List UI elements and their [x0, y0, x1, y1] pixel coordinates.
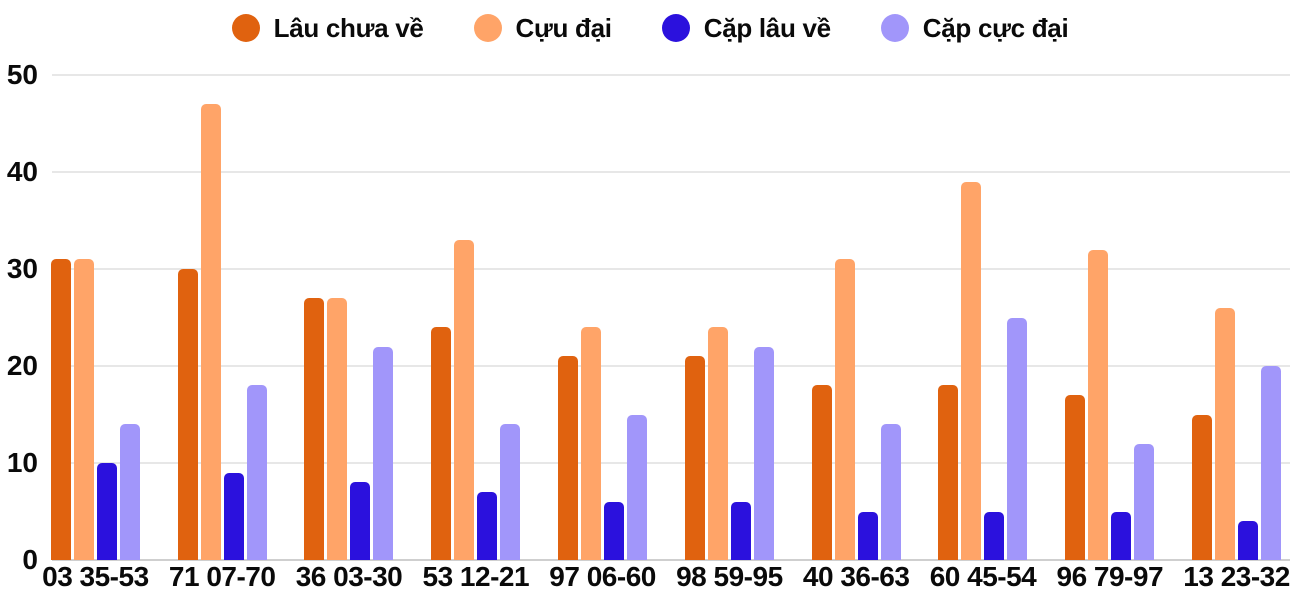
bar-cluster — [558, 75, 648, 560]
bar — [454, 239, 475, 560]
bar-cluster — [50, 75, 140, 560]
y-tick-label: 10 — [6, 447, 38, 478]
bar-cluster — [1192, 75, 1282, 560]
x-category-label: 98 59-95 — [676, 561, 783, 592]
x-category-label: 03 35-53 — [42, 561, 149, 592]
legend-item-1[interactable]: Cựu đại — [473, 12, 612, 44]
x-category-label: 13 23-32 — [1183, 561, 1290, 592]
plot-area: 03 35-53 71 07-70 36 03-30 53 12-21 97 06-60… — [32, 75, 1300, 591]
bar-group: 03 35-53 — [32, 75, 159, 591]
bar — [1238, 521, 1259, 560]
bar — [327, 298, 348, 560]
bar — [753, 346, 774, 560]
legend-item-2[interactable]: Cặp lâu về — [661, 12, 831, 44]
chart-legend: Lâu chưa về Cựu đại Cặp lâu về Cặp cực đại — [0, 6, 1300, 50]
x-category-label: 96 79-97 — [1056, 561, 1164, 592]
bar-group: 96 79-97 — [1046, 75, 1173, 591]
bar-group: 98 59-95 — [666, 75, 793, 591]
grid-layer — [52, 74, 1290, 561]
bar — [50, 259, 71, 560]
bar — [477, 492, 498, 560]
bar — [73, 259, 94, 560]
y-tick-label: 0 — [22, 544, 38, 575]
bar — [730, 501, 751, 560]
x-category-label: 60 45-54 — [929, 561, 1037, 592]
bar-cluster — [1065, 75, 1155, 560]
y-tick-label: 50 — [6, 59, 38, 90]
bar — [200, 104, 221, 560]
bar — [1215, 307, 1236, 560]
bar — [811, 385, 832, 560]
bar — [558, 356, 579, 560]
bar — [431, 327, 452, 560]
bar-cluster — [684, 75, 774, 560]
legend-label: Cặp lâu về — [703, 12, 831, 43]
bar-cluster — [811, 75, 901, 560]
bar — [857, 511, 878, 560]
bar — [1192, 414, 1213, 560]
bar-cluster — [177, 75, 267, 560]
legend-label: Lâu chưa về — [273, 12, 424, 43]
bar — [627, 414, 648, 560]
bar-cluster — [431, 75, 521, 560]
x-category-label: 36 03-30 — [295, 561, 403, 592]
bar — [246, 385, 267, 560]
bar — [500, 424, 521, 560]
y-axis: 0 10 20 30 40 50 — [0, 61, 40, 574]
bar-group: 36 03-30 — [286, 75, 413, 591]
bar-group: 40 36-63 — [793, 75, 920, 591]
y-tick-label: 20 — [6, 350, 38, 381]
gridline — [52, 365, 1290, 367]
bar-group: 60 45-54 — [920, 75, 1047, 591]
bar — [834, 259, 855, 560]
bar — [1111, 511, 1132, 560]
legend-swatch-icon — [880, 14, 909, 42]
x-category-label: 97 06-60 — [549, 561, 656, 592]
bar — [604, 501, 625, 560]
bar — [961, 181, 982, 560]
bar-chart: 0 10 20 30 40 50 03 35-53 71 07-70 36 03-30 53 1… — [0, 61, 1300, 591]
bar — [707, 327, 728, 560]
legend-label: Cặp cực đại — [922, 12, 1069, 43]
bar — [1007, 317, 1028, 560]
bar — [984, 511, 1005, 560]
bar-group: 97 06-60 — [539, 75, 666, 591]
bar-group: 71 07-70 — [159, 75, 286, 591]
bar — [938, 385, 959, 560]
bar — [1261, 366, 1282, 560]
x-category-label: 40 36-63 — [802, 561, 910, 592]
gridline — [52, 268, 1290, 270]
y-tick-label: 40 — [6, 156, 38, 187]
bar — [177, 269, 198, 560]
bar-cluster — [304, 75, 394, 560]
legend-item-3[interactable]: Cặp cực đại — [880, 12, 1069, 44]
gridline — [52, 74, 1290, 76]
bar — [880, 424, 901, 560]
bar — [1134, 443, 1155, 560]
x-category-label: 71 07-70 — [168, 561, 276, 592]
bar-group: 13 23-32 — [1173, 75, 1300, 591]
legend-label: Cựu đại — [515, 12, 612, 43]
x-category-label: 53 12-21 — [422, 561, 530, 592]
bar — [1088, 249, 1109, 560]
bar — [581, 327, 602, 560]
x-axis-baseline — [52, 559, 1290, 561]
bar — [684, 356, 705, 560]
y-tick-label: 30 — [6, 253, 38, 284]
bar — [304, 298, 325, 560]
bar-cluster — [938, 75, 1028, 560]
bar-group: 53 12-21 — [412, 75, 539, 591]
gridline — [52, 171, 1290, 173]
bar — [119, 424, 140, 560]
legend-swatch-icon — [231, 14, 260, 42]
legend-swatch-icon — [661, 14, 690, 42]
bar — [350, 482, 371, 560]
bar — [223, 472, 244, 560]
bar — [373, 346, 394, 560]
legend-swatch-icon — [473, 14, 502, 42]
bar — [1065, 395, 1086, 560]
legend-item-0[interactable]: Lâu chưa về — [231, 12, 424, 44]
bar — [96, 463, 117, 560]
gridline — [52, 462, 1290, 464]
